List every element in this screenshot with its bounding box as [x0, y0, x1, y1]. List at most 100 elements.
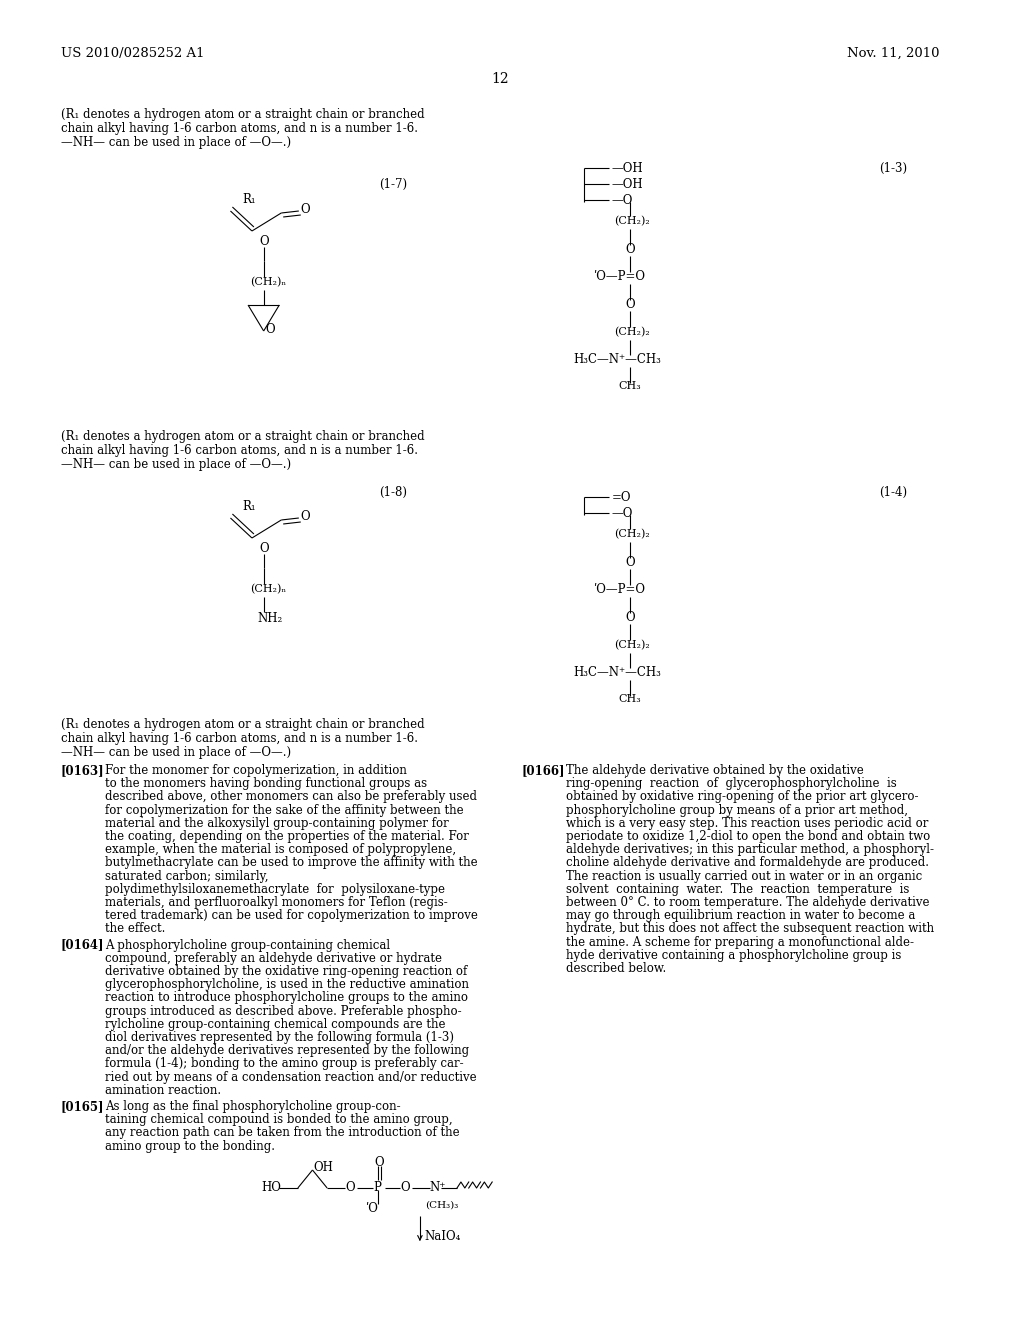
Text: chain alkyl having 1-6 carbon atoms, and n is a number 1-6.: chain alkyl having 1-6 carbon atoms, and… — [60, 444, 418, 457]
Text: CH₃: CH₃ — [618, 381, 641, 391]
Text: P: P — [373, 1181, 381, 1195]
Text: (1-3): (1-3) — [879, 162, 907, 176]
Text: the effect.: the effect. — [105, 923, 166, 936]
Text: (1-7): (1-7) — [379, 178, 407, 191]
Text: —OH: —OH — [611, 178, 643, 191]
Text: formula (1-4); bonding to the amino group is preferably car-: formula (1-4); bonding to the amino grou… — [105, 1057, 464, 1071]
Text: CH₃: CH₃ — [618, 694, 641, 704]
Text: (CH₂)₂: (CH₂)₂ — [614, 640, 650, 651]
Text: choline aldehyde derivative and formaldehyde are produced.: choline aldehyde derivative and formalde… — [566, 857, 930, 870]
Text: (R₁ denotes a hydrogen atom or a straight chain or branched: (R₁ denotes a hydrogen atom or a straigh… — [60, 108, 424, 121]
Text: chain alkyl having 1-6 carbon atoms, and n is a number 1-6.: chain alkyl having 1-6 carbon atoms, and… — [60, 121, 418, 135]
Text: [0165]: [0165] — [60, 1100, 104, 1113]
Text: the coating, depending on the properties of the material. For: the coating, depending on the properties… — [105, 830, 469, 843]
Text: obtained by oxidative ring-opening of the prior art glycero-: obtained by oxidative ring-opening of th… — [566, 791, 919, 804]
Text: US 2010/0285252 A1: US 2010/0285252 A1 — [60, 48, 204, 59]
Text: (R₁ denotes a hydrogen atom or a straight chain or branched: (R₁ denotes a hydrogen atom or a straigh… — [60, 718, 424, 731]
Text: The reaction is usually carried out in water or in an organic: The reaction is usually carried out in w… — [566, 870, 923, 883]
Text: for copolymerization for the sake of the affinity between the: for copolymerization for the sake of the… — [105, 804, 464, 817]
Text: O: O — [625, 611, 635, 624]
Text: [0164]: [0164] — [60, 939, 104, 952]
Text: phosphorylcholine group by means of a prior art method,: phosphorylcholine group by means of a pr… — [566, 804, 908, 817]
Text: which is a very easy step. This reaction uses periodic acid or: which is a very easy step. This reaction… — [566, 817, 929, 830]
Text: (R₁ denotes a hydrogen atom or a straight chain or branched: (R₁ denotes a hydrogen atom or a straigh… — [60, 430, 424, 444]
Text: groups introduced as described above. Preferable phospho-: groups introduced as described above. Pr… — [105, 1005, 462, 1018]
Text: ʹO: ʹO — [366, 1203, 378, 1214]
Text: H₃C—N⁺—CH₃: H₃C—N⁺—CH₃ — [573, 352, 662, 366]
Text: periodate to oxidize 1,2-diol to open the bond and obtain two: periodate to oxidize 1,2-diol to open th… — [566, 830, 931, 843]
Text: R₁: R₁ — [243, 500, 256, 513]
Text: glycerophosphorylcholine, is used in the reductive amination: glycerophosphorylcholine, is used in the… — [105, 978, 469, 991]
Text: O: O — [260, 235, 269, 248]
Text: O: O — [265, 323, 275, 337]
Text: (CH₂)ₙ: (CH₂)ₙ — [250, 277, 287, 288]
Text: compound, preferably an aldehyde derivative or hydrate: compound, preferably an aldehyde derivat… — [105, 952, 442, 965]
Text: may go through equilibrium reaction in water to become a: may go through equilibrium reaction in w… — [566, 909, 915, 923]
Text: O: O — [625, 298, 635, 312]
Text: butylmethacrylate can be used to improve the affinity with the: butylmethacrylate can be used to improve… — [105, 857, 478, 870]
Text: [0166]: [0166] — [521, 764, 565, 777]
Text: O: O — [260, 543, 269, 554]
Text: O: O — [301, 203, 310, 216]
Text: any reaction path can be taken from the introduction of the: any reaction path can be taken from the … — [105, 1126, 460, 1139]
Text: described above, other monomers can also be preferably used: described above, other monomers can also… — [105, 791, 477, 804]
Text: [0163]: [0163] — [60, 764, 104, 777]
Text: As long as the final phosphorylcholine group-con-: As long as the final phosphorylcholine g… — [105, 1100, 401, 1113]
Text: 12: 12 — [492, 73, 509, 86]
Text: materials, and perfluoroalkyl monomers for Teflon (regis-: materials, and perfluoroalkyl monomers f… — [105, 896, 449, 909]
Text: reaction to introduce phosphorylcholine groups to the amino: reaction to introduce phosphorylcholine … — [105, 991, 468, 1005]
Text: derivative obtained by the oxidative ring-opening reaction of: derivative obtained by the oxidative rin… — [105, 965, 468, 978]
Text: and/or the aldehyde derivatives represented by the following: and/or the aldehyde derivatives represen… — [105, 1044, 470, 1057]
Text: —OH: —OH — [611, 162, 643, 176]
Text: —NH— can be used in place of —O—.): —NH— can be used in place of —O—.) — [60, 458, 291, 471]
Text: O: O — [374, 1156, 384, 1170]
Text: N⁺: N⁺ — [430, 1181, 446, 1195]
Text: (1-8): (1-8) — [379, 486, 407, 499]
Text: O: O — [301, 510, 310, 523]
Text: solvent  containing  water.  The  reaction  temperature  is: solvent containing water. The reaction t… — [566, 883, 909, 896]
Text: saturated carbon; similarly,: saturated carbon; similarly, — [105, 870, 269, 883]
Text: (CH₂)₂: (CH₂)₂ — [614, 327, 650, 338]
Text: hyde derivative containing a phosphorylcholine group is: hyde derivative containing a phosphorylc… — [566, 949, 902, 962]
Text: —NH— can be used in place of —O—.): —NH— can be used in place of —O—.) — [60, 136, 291, 149]
Text: —O: —O — [611, 507, 633, 520]
Text: (CH₂)ₙ: (CH₂)ₙ — [250, 583, 287, 594]
Text: amino group to the bonding.: amino group to the bonding. — [105, 1139, 275, 1152]
Text: material and the alkoxysilyl group-containing polymer for: material and the alkoxysilyl group-conta… — [105, 817, 450, 830]
Text: tered trademark) can be used for copolymerization to improve: tered trademark) can be used for copolym… — [105, 909, 478, 923]
Text: For the monomer for copolymerization, in addition: For the monomer for copolymerization, in… — [105, 764, 408, 777]
Text: NaIO₄: NaIO₄ — [425, 1230, 461, 1243]
Text: (CH₂)₂: (CH₂)₂ — [614, 529, 650, 540]
Text: O: O — [400, 1181, 410, 1195]
Text: —NH— can be used in place of —O—.): —NH— can be used in place of —O—.) — [60, 746, 291, 759]
Text: OH: OH — [313, 1162, 334, 1173]
Text: ring-opening  reaction  of  glycerophosphorylcholine  is: ring-opening reaction of glycerophosphor… — [566, 777, 897, 791]
Text: rylcholine group-containing chemical compounds are the: rylcholine group-containing chemical com… — [105, 1018, 446, 1031]
Text: hydrate, but this does not affect the subsequent reaction with: hydrate, but this does not affect the su… — [566, 923, 935, 936]
Text: NH₂: NH₂ — [258, 612, 283, 624]
Text: ʹO—P=O: ʹO—P=O — [593, 271, 645, 282]
Text: ried out by means of a condensation reaction and/or reductive: ried out by means of a condensation reac… — [105, 1071, 477, 1084]
Text: H₃C—N⁺—CH₃: H₃C—N⁺—CH₃ — [573, 667, 662, 678]
Text: (1-4): (1-4) — [879, 486, 907, 499]
Text: (CH₂)₂: (CH₂)₂ — [614, 216, 650, 226]
Text: described below.: described below. — [566, 962, 667, 975]
Text: HO: HO — [262, 1181, 282, 1195]
Text: taining chemical compound is bonded to the amino group,: taining chemical compound is bonded to t… — [105, 1113, 453, 1126]
Text: to the monomers having bonding functional groups as: to the monomers having bonding functiona… — [105, 777, 428, 791]
Text: the amine. A scheme for preparing a monofunctional alde-: the amine. A scheme for preparing a mono… — [566, 936, 914, 949]
Text: between 0° C. to room temperature. The aldehyde derivative: between 0° C. to room temperature. The a… — [566, 896, 930, 909]
Text: =O: =O — [611, 491, 631, 504]
Text: The aldehyde derivative obtained by the oxidative: The aldehyde derivative obtained by the … — [566, 764, 864, 777]
Text: diol derivatives represented by the following formula (1-3): diol derivatives represented by the foll… — [105, 1031, 455, 1044]
Text: —O: —O — [611, 194, 633, 207]
Text: ʹO—P=O: ʹO—P=O — [593, 583, 645, 597]
Text: Nov. 11, 2010: Nov. 11, 2010 — [847, 48, 939, 59]
Text: example, when the material is composed of polypropylene,: example, when the material is composed o… — [105, 843, 457, 857]
Text: O: O — [625, 243, 635, 256]
Text: amination reaction.: amination reaction. — [105, 1084, 221, 1097]
Text: O: O — [346, 1181, 355, 1195]
Text: R₁: R₁ — [243, 193, 256, 206]
Text: aldehyde derivatives; in this particular method, a phosphoryl-: aldehyde derivatives; in this particular… — [566, 843, 934, 857]
Text: polydimethylsiloxanemethacrylate  for  polysiloxane-type: polydimethylsiloxanemethacrylate for pol… — [105, 883, 445, 896]
